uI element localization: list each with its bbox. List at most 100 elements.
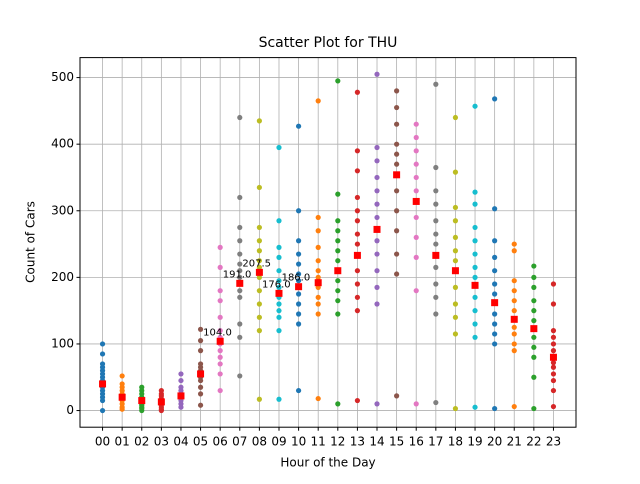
x-tick-label: 01	[115, 435, 130, 449]
point	[335, 218, 341, 224]
point	[276, 396, 282, 402]
point	[452, 258, 459, 264]
point	[394, 188, 400, 194]
point	[276, 254, 282, 260]
x-tick-label: 06	[213, 435, 228, 449]
point	[217, 328, 223, 334]
y-axis-label: Count of Cars	[24, 201, 38, 283]
point	[472, 189, 478, 195]
x-tick-label: 22	[526, 435, 541, 449]
point	[550, 341, 557, 347]
point	[335, 298, 341, 304]
point	[256, 264, 262, 270]
point	[295, 301, 302, 307]
point	[197, 338, 204, 344]
y-tick-label: 0	[66, 403, 74, 417]
point	[276, 144, 282, 151]
point	[335, 191, 341, 197]
point	[433, 218, 439, 224]
x-tick-label: 03	[154, 435, 169, 449]
point	[374, 214, 380, 221]
median-marker	[491, 299, 499, 307]
point	[550, 387, 557, 394]
point	[394, 251, 400, 257]
point	[472, 308, 478, 314]
point	[394, 121, 400, 127]
point	[413, 401, 419, 407]
median-marker	[157, 398, 165, 406]
point	[217, 387, 223, 394]
point	[472, 264, 478, 270]
point	[178, 384, 184, 390]
point	[256, 184, 262, 191]
point	[276, 328, 282, 334]
x-tick-label: 23	[546, 435, 561, 449]
point	[394, 271, 400, 277]
point	[394, 151, 400, 157]
median-marker	[412, 197, 420, 205]
point	[237, 288, 243, 294]
point	[433, 399, 439, 406]
point	[295, 311, 302, 317]
point	[433, 231, 439, 237]
point	[374, 71, 380, 77]
point	[492, 291, 498, 297]
point	[492, 341, 498, 347]
point	[511, 341, 517, 347]
x-tick-label: 21	[507, 435, 522, 449]
point	[237, 261, 243, 267]
point	[237, 334, 243, 340]
point	[531, 298, 537, 304]
point	[452, 248, 459, 254]
point	[197, 384, 204, 390]
point	[511, 278, 517, 284]
point	[217, 298, 223, 304]
point	[354, 397, 361, 404]
x-tick-label: 11	[311, 435, 326, 449]
y-tick-label: 200	[51, 270, 74, 284]
point	[374, 174, 380, 181]
median-marker	[451, 267, 459, 275]
point	[472, 334, 478, 340]
point	[413, 188, 419, 194]
point	[315, 214, 321, 221]
point	[413, 134, 419, 141]
median-marker	[353, 251, 361, 259]
point	[550, 281, 557, 287]
point	[433, 81, 439, 87]
median-label: 104.0	[203, 327, 232, 338]
y-tick-label: 100	[51, 336, 74, 350]
x-tick-label: 13	[350, 435, 365, 449]
point	[237, 294, 243, 300]
median-marker	[334, 267, 342, 275]
point	[217, 354, 223, 360]
point	[531, 405, 537, 412]
point	[374, 158, 380, 164]
point	[197, 391, 204, 397]
point	[492, 268, 498, 274]
point	[119, 381, 125, 387]
point	[315, 268, 321, 274]
median-marker	[295, 283, 303, 291]
point	[237, 274, 243, 280]
point	[531, 354, 537, 360]
x-tick-label: 05	[193, 435, 208, 449]
point	[237, 321, 243, 327]
point	[354, 148, 361, 154]
point	[394, 393, 400, 399]
point	[433, 281, 439, 287]
point	[531, 308, 537, 314]
point	[139, 384, 145, 390]
point	[394, 228, 400, 234]
point	[531, 374, 537, 380]
point	[237, 194, 243, 201]
point	[492, 254, 498, 260]
x-tick-label: 08	[252, 435, 267, 449]
point	[531, 318, 537, 324]
point	[256, 288, 262, 294]
point	[354, 241, 361, 247]
point	[433, 294, 439, 300]
point	[335, 78, 341, 84]
